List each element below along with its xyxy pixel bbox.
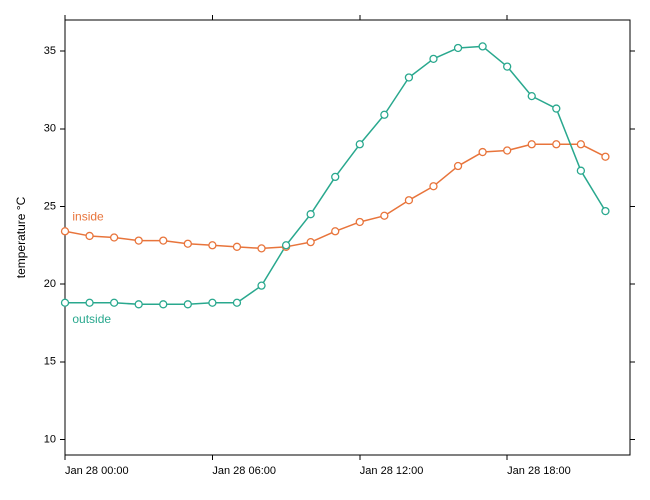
y-tick-label: 30 (44, 123, 56, 135)
series-marker-inside (405, 197, 412, 204)
series-marker-outside (307, 211, 314, 218)
series-marker-inside (111, 234, 118, 241)
x-tick-label: Jan 28 00:00 (65, 465, 129, 477)
x-tick-label: Jan 28 18:00 (507, 465, 571, 477)
series-marker-inside (135, 237, 142, 244)
series-marker-inside (577, 141, 584, 148)
series-marker-inside (479, 149, 486, 156)
series-marker-inside (62, 228, 69, 235)
series-marker-outside (184, 301, 191, 308)
chart-background (0, 0, 650, 500)
series-marker-outside (86, 299, 93, 306)
series-marker-outside (160, 301, 167, 308)
series-marker-outside (455, 44, 462, 51)
x-tick-label: Jan 28 06:00 (212, 465, 276, 477)
series-marker-outside (430, 55, 437, 62)
series-marker-outside (356, 141, 363, 148)
series-marker-inside (209, 242, 216, 249)
series-marker-inside (504, 147, 511, 154)
y-tick-label: 10 (44, 433, 56, 445)
series-marker-outside (577, 167, 584, 174)
series-marker-outside (111, 299, 118, 306)
series-marker-inside (160, 237, 167, 244)
series-marker-inside (86, 232, 93, 239)
series-marker-inside (381, 212, 388, 219)
series-marker-outside (332, 173, 339, 180)
series-marker-outside (381, 111, 388, 118)
series-marker-outside (405, 74, 412, 81)
series-marker-inside (233, 243, 240, 250)
series-marker-outside (479, 43, 486, 50)
series-marker-inside (602, 153, 609, 160)
series-marker-outside (528, 93, 535, 100)
y-tick-label: 35 (44, 45, 56, 57)
series-marker-inside (332, 228, 339, 235)
series-marker-inside (455, 163, 462, 170)
series-marker-outside (553, 105, 560, 112)
series-marker-outside (504, 63, 511, 70)
series-marker-outside (209, 299, 216, 306)
series-marker-inside (184, 240, 191, 247)
series-marker-inside (553, 141, 560, 148)
series-marker-inside (356, 218, 363, 225)
series-marker-inside (258, 245, 265, 252)
x-tick-label: Jan 28 12:00 (360, 465, 424, 477)
y-tick-label: 20 (44, 278, 56, 290)
series-marker-outside (602, 208, 609, 215)
series-marker-inside (528, 141, 535, 148)
temperature-chart: 10 15 20 25 30 35 temperature °C Jan 28 00:00 Ja… (0, 0, 650, 500)
series-marker-inside (307, 239, 314, 246)
y-tick-label: 25 (44, 200, 56, 212)
series-marker-outside (258, 282, 265, 289)
series-marker-outside (62, 299, 69, 306)
series-label-inside: inside (72, 209, 104, 223)
series-marker-outside (283, 242, 290, 249)
series-marker-outside (135, 301, 142, 308)
series-label-outside: outside (72, 312, 111, 326)
y-axis-label: temperature °C (14, 196, 28, 278)
y-tick-label: 15 (44, 356, 56, 368)
series-marker-outside (233, 299, 240, 306)
series-marker-inside (430, 183, 437, 190)
